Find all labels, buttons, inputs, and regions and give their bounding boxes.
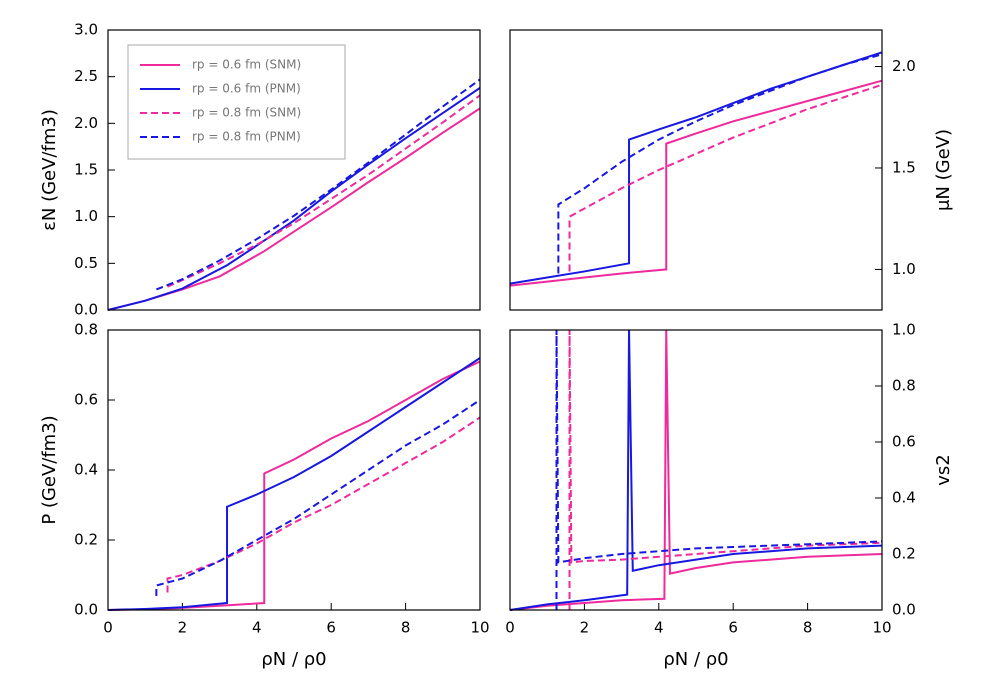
y-axis-label: vs2: [933, 454, 954, 485]
y-tick-label: 0.6: [74, 391, 98, 409]
x-tick-label: 6: [728, 619, 738, 637]
y-tick-label: 1.0: [74, 207, 98, 225]
y-tick-label: 0.0: [74, 601, 98, 619]
y-tick-label: 2.0: [892, 57, 916, 75]
series-line: [555, 329, 883, 610]
series-line: [107, 87, 481, 311]
y-axis-label: εN (GeV/fm3): [39, 109, 60, 231]
x-tick-label: 4: [654, 619, 664, 637]
plot-frame: [107, 29, 481, 311]
x-tick-label: 10: [470, 619, 489, 637]
series-line: [509, 329, 883, 611]
y-tick-label: 0.0: [74, 301, 98, 319]
x-tick-label: 8: [803, 619, 813, 637]
plot-frame: [107, 329, 481, 611]
series-line: [155, 399, 481, 596]
x-tick-label: 2: [580, 619, 590, 637]
series-line: [107, 357, 481, 611]
series-line: [509, 79, 883, 287]
y-tick-label: 0.4: [892, 489, 916, 507]
series-line: [557, 53, 883, 274]
legend-label: rp = 0.8 fm (PNM): [192, 130, 301, 144]
y-tick-label: 1.0: [892, 260, 916, 278]
y-tick-label: 0.6: [892, 433, 916, 451]
y-tick-label: 0.4: [74, 461, 98, 479]
series-line: [509, 329, 883, 611]
y-tick-label: 0.0: [892, 601, 916, 619]
x-tick-label: 6: [326, 619, 336, 637]
legend-label: rp = 0.6 fm (SNM): [192, 58, 301, 72]
x-tick-label: 4: [252, 619, 262, 637]
series-line: [166, 416, 481, 593]
y-tick-label: 1.5: [74, 161, 98, 179]
x-tick-label: 0: [505, 619, 515, 637]
plot-frame: [509, 29, 883, 311]
series-line: [155, 78, 481, 291]
y-axis-label: P (GeV/fm3): [39, 415, 60, 524]
y-tick-label: 0.5: [74, 254, 98, 272]
series-line: [568, 83, 883, 272]
y-tick-label: 2.5: [74, 67, 98, 85]
y-tick-label: 3.0: [74, 21, 98, 39]
legend-label: rp = 0.8 fm (SNM): [192, 106, 301, 120]
y-tick-label: 1.5: [892, 158, 916, 176]
x-tick-label: 10: [872, 619, 891, 637]
x-axis-label: ρN / ρ0: [261, 649, 326, 670]
x-tick-label: 0: [103, 619, 113, 637]
series-line: [107, 360, 481, 611]
x-tick-label: 8: [401, 619, 411, 637]
y-tick-label: 0.2: [74, 531, 98, 549]
y-tick-label: 0.8: [74, 321, 98, 339]
series-line: [167, 94, 481, 288]
series-line: [568, 329, 883, 610]
x-tick-label: 2: [178, 619, 188, 637]
plot-frame: [509, 329, 883, 611]
series-line: [509, 51, 883, 285]
y-tick-label: 0.8: [892, 377, 916, 395]
y-tick-label: 0.2: [892, 545, 916, 563]
y-tick-label: 1.0: [892, 321, 916, 339]
y-axis-label: μN (GeV): [933, 129, 954, 211]
x-axis-label: ρN / ρ0: [663, 649, 728, 670]
y-tick-label: 2.0: [74, 114, 98, 132]
legend-label: rp = 0.6 fm (PNM): [192, 82, 301, 96]
